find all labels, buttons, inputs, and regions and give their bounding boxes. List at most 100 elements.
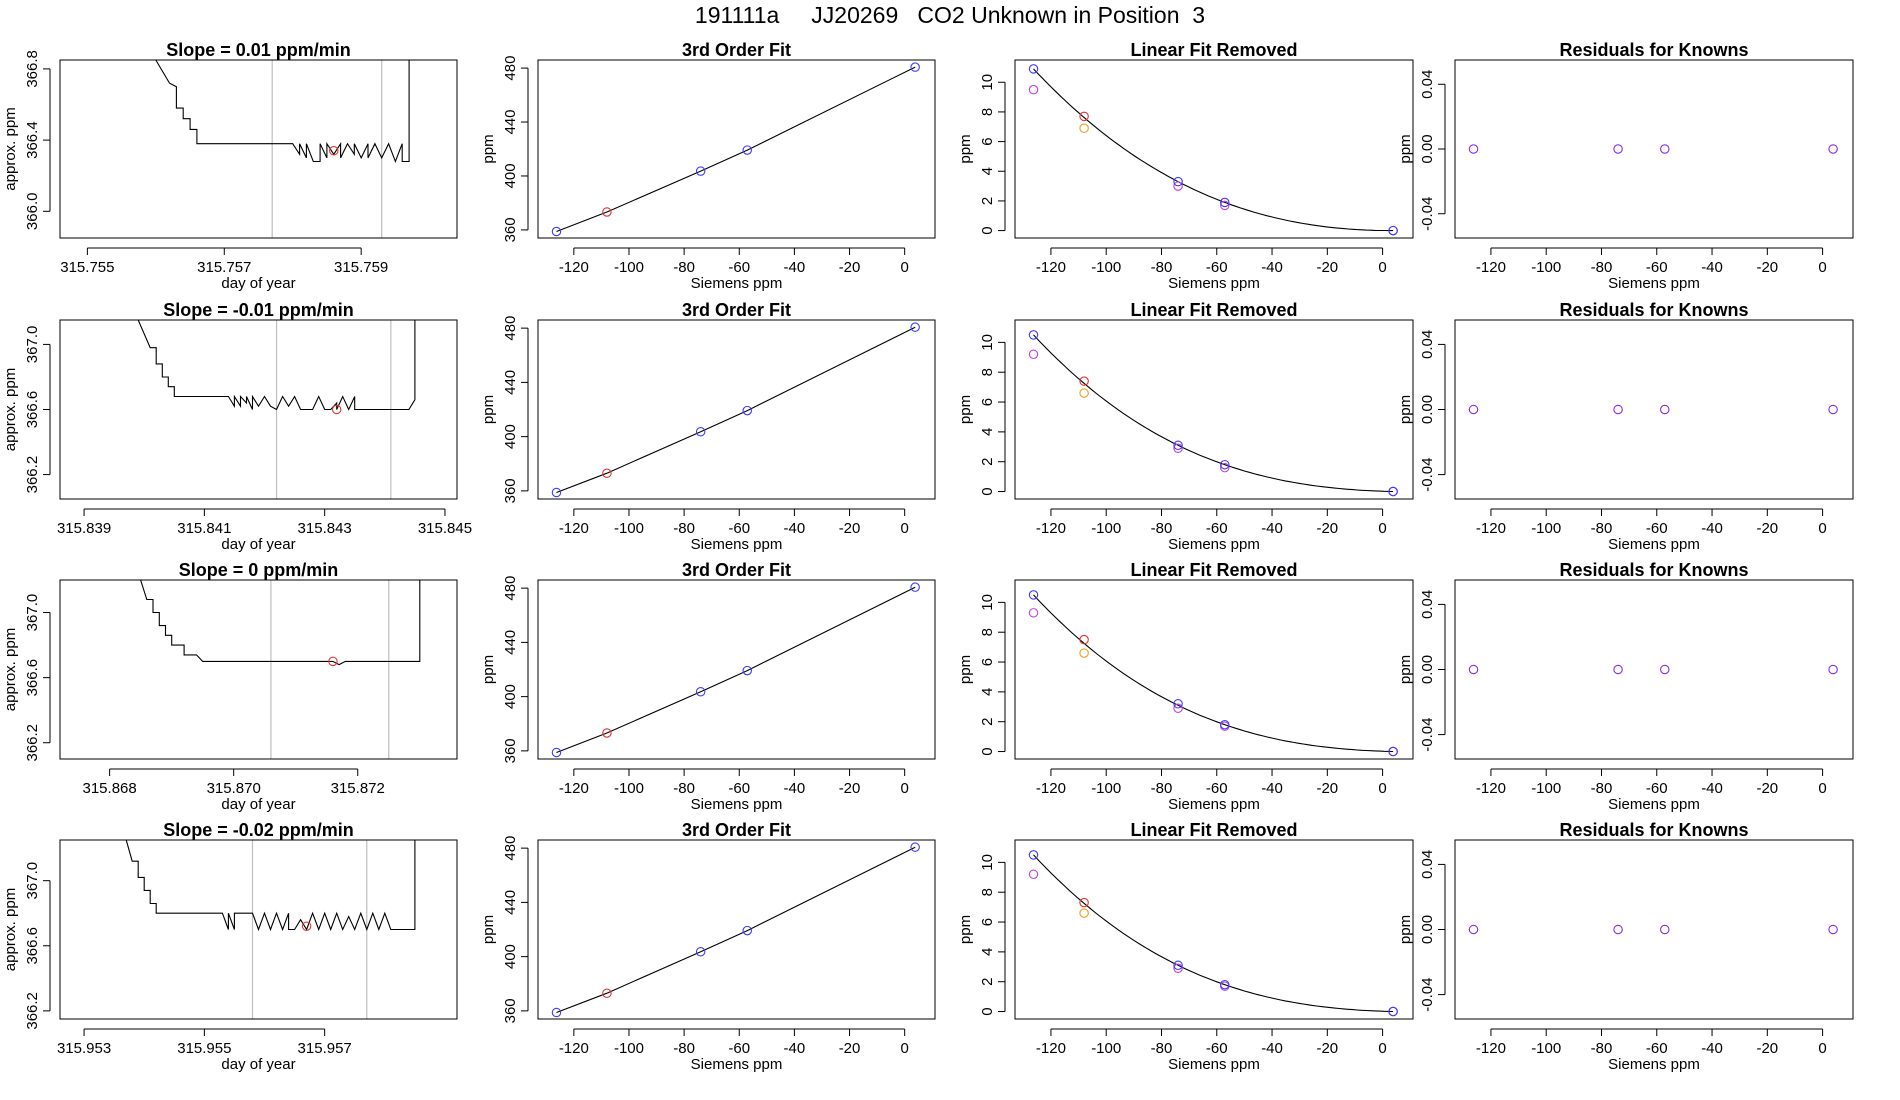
raw-known-point bbox=[1028, 84, 1039, 95]
y-tick-label: 8 bbox=[979, 108, 996, 116]
y-axis-label: ppm bbox=[957, 655, 974, 684]
panel-r3-c2: 3rd Order Fit -120 -100 -80 -60 -40 -20 0 Siemen… bbox=[480, 560, 936, 813]
y-axis-label: ppm bbox=[480, 915, 497, 944]
x-axis-label: day of year bbox=[221, 796, 295, 813]
unknown-point bbox=[329, 146, 339, 156]
raw-known-point bbox=[1173, 703, 1183, 714]
y-tick-label: 0.04 bbox=[1419, 590, 1436, 619]
x-tick-label: 315.841 bbox=[177, 520, 231, 537]
x-tick-label: -80 bbox=[1591, 1040, 1613, 1057]
panel-r4-c1: Slope = -0.02 ppm/min 315.953 315.955 315.9… bbox=[2, 820, 458, 1073]
panel-r4-c2: 3rd Order Fit -120 -100 -80 -60 -40 -20 0 Siemen… bbox=[480, 820, 936, 1073]
plot-frame bbox=[1014, 579, 1414, 760]
y-tick-label: 10 bbox=[979, 334, 996, 351]
x-axis-label: Siemens ppm bbox=[691, 536, 783, 553]
x-tick-label: 315.872 bbox=[331, 780, 385, 797]
panel-title: Slope = -0.01 ppm/min bbox=[163, 300, 354, 320]
x-tick-label: -100 bbox=[1531, 520, 1561, 537]
unknown-point bbox=[602, 468, 612, 478]
trace-line bbox=[137, 320, 416, 411]
y-axis-label: ppm bbox=[957, 395, 974, 424]
x-tick-label: -120 bbox=[559, 780, 589, 797]
x-tick-label: 0 bbox=[1818, 780, 1826, 797]
x-tick-label: -60 bbox=[1646, 780, 1668, 797]
known-point bbox=[551, 747, 562, 758]
known-point bbox=[910, 62, 920, 72]
y-axis-label: ppm bbox=[1397, 655, 1414, 684]
x-tick-label: 0 bbox=[1818, 520, 1826, 537]
y-tick-label: -0.04 bbox=[1419, 977, 1436, 1011]
raw-unknown-point bbox=[1079, 908, 1089, 918]
x-tick-label: 0 bbox=[1378, 520, 1386, 537]
cubic-curve bbox=[1033, 594, 1394, 753]
y-axis-label: approx. ppm bbox=[2, 888, 19, 971]
y-tick-label: 360 bbox=[502, 998, 519, 1023]
residual-point bbox=[1468, 924, 1479, 935]
x-tick-label: -20 bbox=[1756, 520, 1778, 537]
y-tick-label: 480 bbox=[502, 56, 519, 81]
x-tick-label: -100 bbox=[1531, 1040, 1561, 1057]
x-tick-label: -60 bbox=[1206, 520, 1228, 537]
panel-title: Slope = 0 ppm/min bbox=[179, 560, 339, 580]
panel-r4-c3: Linear Fit Removed -120 -100 -80 -60 -40 -20 0 S… bbox=[957, 820, 1414, 1073]
plot-data bbox=[1028, 590, 1398, 757]
x-tick-label: 315.843 bbox=[298, 520, 352, 537]
x-tick-label: -120 bbox=[1036, 1040, 1066, 1057]
x-tick-label: -20 bbox=[839, 1040, 861, 1057]
y-tick-label: 0.00 bbox=[1419, 395, 1436, 424]
plot-frame bbox=[537, 579, 936, 760]
x-tick-label: -80 bbox=[1151, 780, 1173, 797]
residual-point bbox=[1468, 404, 1479, 415]
known-point bbox=[1220, 197, 1230, 208]
residual-point bbox=[1468, 144, 1479, 154]
x-tick-label: -60 bbox=[728, 259, 750, 276]
unknown-point bbox=[1079, 634, 1089, 645]
x-tick-label: -100 bbox=[1091, 1040, 1121, 1057]
known-point bbox=[1388, 1006, 1398, 1017]
x-tick-label: -20 bbox=[1756, 1040, 1778, 1057]
y-tick-label: 400 bbox=[502, 163, 519, 188]
panel-title: Slope = -0.02 ppm/min bbox=[163, 820, 354, 840]
x-tick-label: -60 bbox=[1206, 259, 1228, 276]
x-tick-label: -40 bbox=[784, 780, 806, 797]
known-point bbox=[1388, 486, 1398, 497]
x-axis-label: day of year bbox=[221, 275, 295, 292]
panel-title: 3rd Order Fit bbox=[682, 40, 791, 60]
known-point bbox=[695, 686, 706, 697]
x-tick-label: -80 bbox=[673, 520, 695, 537]
x-tick-label: -80 bbox=[673, 259, 695, 276]
unknown-point bbox=[1079, 111, 1089, 122]
cubic-curve bbox=[1033, 854, 1394, 1013]
y-tick-label: 366.6 bbox=[24, 391, 41, 429]
unknown-point bbox=[602, 728, 612, 738]
x-axis-label: Siemens ppm bbox=[1608, 1056, 1700, 1073]
x-tick-label: -20 bbox=[839, 259, 861, 276]
x-axis-label: Siemens ppm bbox=[691, 796, 783, 813]
panel-r3-c1: Slope = 0 ppm/min 315.868 315.870 315.872 da… bbox=[2, 560, 458, 813]
x-tick-label: -40 bbox=[1701, 259, 1723, 276]
x-tick-label: -120 bbox=[1476, 520, 1506, 537]
raw-known-point bbox=[1220, 200, 1230, 211]
x-tick-label: -40 bbox=[1701, 780, 1723, 797]
x-axis-label: Siemens ppm bbox=[1168, 275, 1260, 292]
known-point bbox=[1173, 176, 1183, 187]
residual-point bbox=[1828, 144, 1838, 154]
x-tick-label: 315.953 bbox=[57, 1040, 111, 1057]
x-tick-label: 315.839 bbox=[57, 520, 111, 537]
panel-title: Residuals for Knowns bbox=[1559, 560, 1748, 580]
residual-point bbox=[1613, 664, 1623, 675]
x-tick-label: -40 bbox=[784, 259, 806, 276]
x-tick-label: -120 bbox=[559, 520, 589, 537]
x-tick-label: 315.957 bbox=[298, 1040, 352, 1057]
residual-point bbox=[1660, 924, 1670, 935]
panel-r4-c4: Residuals for Knowns -120 -100 -80 -60 -40 -20… bbox=[1397, 820, 1854, 1073]
raw-known-point bbox=[1220, 462, 1230, 473]
y-tick-label: 366.2 bbox=[24, 992, 41, 1030]
residual-point bbox=[1613, 924, 1623, 935]
y-tick-label: 0.00 bbox=[1419, 655, 1436, 684]
unknown-point bbox=[1079, 897, 1089, 908]
panel-r1-c2: 3rd Order Fit -120 -100 -80 -60 -40 -20 0 Siemen… bbox=[480, 40, 936, 292]
raw-known-point bbox=[1028, 608, 1039, 618]
y-tick-label: 480 bbox=[502, 836, 519, 861]
plot-frame bbox=[59, 579, 458, 760]
